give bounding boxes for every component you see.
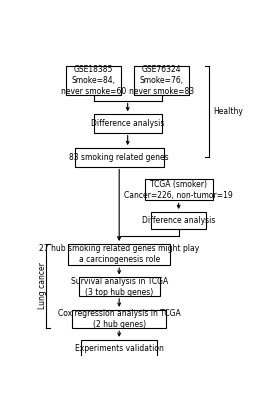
FancyBboxPatch shape: [81, 340, 157, 357]
FancyBboxPatch shape: [79, 278, 159, 296]
FancyBboxPatch shape: [75, 148, 164, 166]
Text: TCGA (smoker)
Cancer=226, non-tumor=19: TCGA (smoker) Cancer=226, non-tumor=19: [124, 180, 233, 200]
FancyBboxPatch shape: [72, 310, 166, 328]
FancyBboxPatch shape: [68, 244, 170, 265]
Text: Healthy: Healthy: [214, 107, 244, 116]
FancyBboxPatch shape: [66, 66, 121, 95]
FancyBboxPatch shape: [151, 212, 206, 229]
Text: Difference analysis: Difference analysis: [91, 119, 164, 128]
FancyBboxPatch shape: [134, 66, 189, 95]
FancyBboxPatch shape: [94, 114, 162, 133]
Text: Lung cancer: Lung cancer: [38, 262, 47, 309]
Text: GSE18385
Smoke=84,
never smoke=60: GSE18385 Smoke=84, never smoke=60: [61, 65, 126, 96]
Text: Cox regression analysis in TCGA
(2 hub genes): Cox regression analysis in TCGA (2 hub g…: [58, 309, 181, 329]
Text: Difference analysis: Difference analysis: [142, 216, 215, 225]
Text: 27 hub smoking related genes might play
a carcinogenesis role: 27 hub smoking related genes might play …: [39, 244, 199, 264]
Text: Experiments validation: Experiments validation: [75, 344, 164, 353]
FancyBboxPatch shape: [145, 179, 213, 200]
Text: Survival analysis in TCGA
(3 top hub genes): Survival analysis in TCGA (3 top hub gen…: [71, 277, 168, 297]
Text: 83 smoking related genes: 83 smoking related genes: [69, 153, 169, 162]
Text: GSE76324
Smoke=76,
never smoke=83: GSE76324 Smoke=76, never smoke=83: [129, 65, 194, 96]
